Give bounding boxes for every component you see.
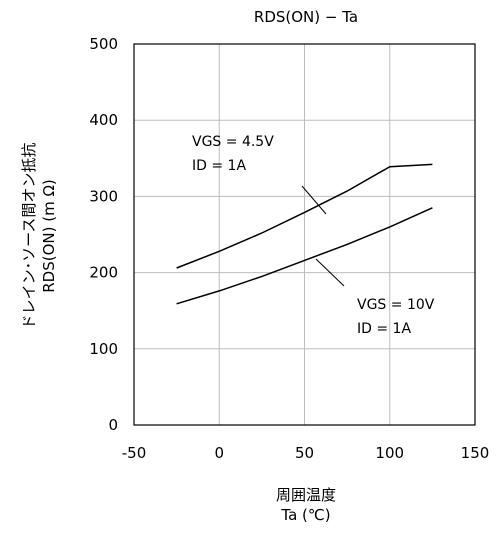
- y-tick-labels: 0 100 200 300 400 500: [89, 35, 118, 434]
- annotation-label: ID = 1A: [192, 158, 246, 174]
- annotation-leader-line: [301, 185, 327, 215]
- chart-title: RDS(ON) − Ta: [254, 8, 358, 26]
- series-lines: [176, 163, 433, 305]
- x-tick-label: -50: [122, 444, 147, 462]
- y-tick-label: 300: [89, 187, 118, 205]
- x-tick-label: 0: [214, 444, 224, 462]
- y-tick-label: 0: [108, 416, 118, 434]
- x-tick-labels: -50 0 50 100 150: [122, 444, 490, 462]
- annotations: VGS = 4.5V ID = 1A VGS = 10V ID = 1A: [192, 134, 435, 337]
- y-tick-label: 500: [89, 35, 118, 53]
- series-line: [176, 207, 433, 305]
- x-tick-label: 50: [295, 444, 314, 462]
- annotation-label: VGS = 10V: [357, 297, 435, 313]
- annotation-leader-line: [315, 258, 345, 287]
- annotation-label: VGS = 4.5V: [192, 134, 274, 150]
- y-tick-label: 100: [89, 340, 118, 358]
- plot-frame: [133, 43, 476, 426]
- y-tick-label: 400: [89, 111, 118, 129]
- annotation-label: ID = 1A: [357, 321, 411, 337]
- grid: [133, 43, 476, 426]
- y-tick-label: 200: [89, 264, 118, 282]
- y-axis-label-line2: RDS(ON) (m Ω): [40, 179, 58, 293]
- x-axis-label-line2: Ta (℃): [280, 506, 330, 524]
- x-tick-label: 150: [461, 444, 490, 462]
- x-tick-label: 100: [375, 444, 404, 462]
- y-axis-label-line1: ドレイン･ソース間オン抵抗: [20, 143, 38, 330]
- series-line: [176, 163, 433, 269]
- x-axis-label-line1: 周囲温度: [276, 486, 336, 504]
